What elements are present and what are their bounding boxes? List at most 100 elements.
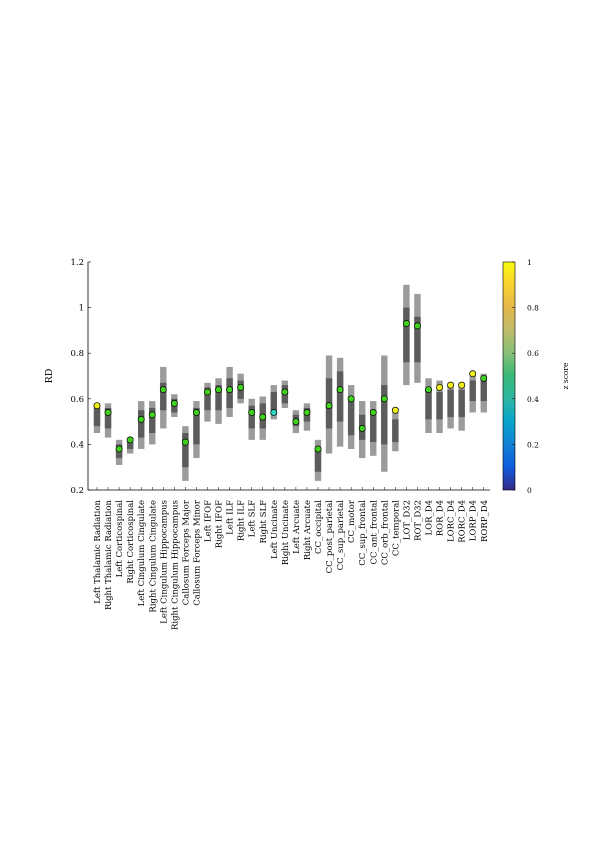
median-marker bbox=[447, 381, 455, 389]
median-marker bbox=[137, 415, 145, 423]
inner-box bbox=[314, 448, 322, 472]
x-category-label: Left Arcuate bbox=[292, 500, 302, 554]
inner-box bbox=[447, 389, 454, 418]
colorbar-tick-label: 1 bbox=[527, 258, 532, 267]
x-category-label: LOR_D4 bbox=[425, 500, 435, 536]
inner-box bbox=[149, 407, 156, 433]
median-marker bbox=[270, 409, 278, 416]
x-category-label: Left Cingulum Hippocampus bbox=[159, 500, 169, 624]
inner-box bbox=[414, 316, 421, 363]
x-category-label: Callosum Forceps Major bbox=[181, 499, 191, 605]
median-marker bbox=[192, 409, 200, 416]
inner-box bbox=[436, 391, 443, 420]
median-marker bbox=[148, 411, 156, 419]
x-category-label: Left SLF bbox=[248, 500, 258, 537]
inner-box bbox=[104, 407, 112, 429]
inner-box bbox=[392, 419, 399, 443]
median-marker bbox=[369, 409, 377, 416]
x-category-label: LORC_D4 bbox=[447, 500, 457, 542]
median-marker bbox=[115, 445, 123, 453]
x-category-label: Left Uncinate bbox=[270, 500, 280, 559]
x-category-label: CC_motor bbox=[347, 499, 357, 543]
inner-box bbox=[270, 391, 277, 415]
colorbar-tick-label: 0.4 bbox=[527, 395, 539, 404]
median-marker bbox=[226, 386, 234, 394]
y-tick-label: 0.4 bbox=[70, 440, 84, 450]
colorbar-tick-label: 0.2 bbox=[527, 440, 539, 449]
y-tick-label: 0.8 bbox=[70, 349, 84, 359]
x-category-label: Left Corticospinal bbox=[115, 500, 125, 578]
x-category-label: Callosum Forceps Minor bbox=[192, 499, 202, 606]
inner-box bbox=[336, 371, 344, 422]
median-marker bbox=[380, 395, 388, 403]
median-marker bbox=[314, 445, 322, 453]
x-category-label: CC_occipital bbox=[314, 500, 324, 554]
y-tick-label: 1 bbox=[79, 304, 84, 314]
colorbar-tick-label: 0.6 bbox=[527, 349, 539, 358]
x-category-label: RORP_D4 bbox=[480, 500, 490, 542]
inner-box bbox=[193, 407, 200, 445]
x-category-label: CC_orb_frontal bbox=[380, 500, 390, 565]
inner-box bbox=[425, 389, 432, 420]
median-marker bbox=[215, 386, 222, 394]
median-marker bbox=[204, 388, 211, 396]
x-category-label: CC_sup_parietal bbox=[336, 500, 346, 571]
median-marker bbox=[170, 399, 178, 407]
y-tick-label: 0.6 bbox=[70, 395, 84, 405]
median-marker bbox=[93, 402, 101, 410]
inner-box bbox=[469, 380, 476, 402]
median-marker bbox=[336, 386, 344, 394]
inner-box bbox=[204, 387, 211, 411]
median-marker bbox=[181, 438, 189, 446]
inner-box bbox=[458, 389, 465, 418]
median-marker bbox=[358, 424, 366, 432]
median-marker bbox=[458, 381, 466, 389]
x-category-label: RORC_D4 bbox=[458, 500, 468, 543]
x-category-label: Right Cingulum Cingulate bbox=[148, 500, 158, 613]
median-marker bbox=[126, 436, 134, 444]
x-category-label: Right Corticospinal bbox=[126, 500, 136, 584]
y-tick-label: 1.2 bbox=[70, 258, 84, 268]
median-marker bbox=[292, 418, 300, 426]
colorbar-label: z score bbox=[561, 362, 570, 389]
colorbar-tick-label: 0.8 bbox=[527, 304, 539, 313]
inner-box bbox=[248, 405, 255, 429]
median-marker bbox=[281, 388, 289, 396]
median-marker bbox=[391, 406, 399, 414]
x-category-label: Right Cingulum Hippocampus bbox=[170, 500, 180, 630]
colorbar-tick-label: 0 bbox=[527, 486, 532, 495]
median-marker bbox=[159, 386, 167, 394]
x-category-label: Right IFOF bbox=[215, 500, 225, 548]
y-tick-label: 0.2 bbox=[70, 486, 84, 496]
colorbar-gradient bbox=[502, 261, 516, 491]
x-category-label: Left IFOF bbox=[204, 500, 214, 542]
plot-area: 0.2 0.4 0.6 0.8 1 1.2 RD Left Thalamic Radiatio… bbox=[44, 258, 490, 630]
median-marker bbox=[347, 395, 355, 403]
median-marker bbox=[469, 370, 477, 378]
median-marker bbox=[303, 409, 311, 416]
median-marker bbox=[104, 409, 112, 416]
inner-box bbox=[370, 410, 377, 443]
x-category-label: ROR_D4 bbox=[436, 500, 446, 536]
x-category-label: CC_post_parietal bbox=[325, 500, 335, 574]
median-marker bbox=[425, 386, 432, 394]
y-axis-label: RD bbox=[44, 368, 55, 383]
inner-box bbox=[403, 307, 410, 363]
inner-box bbox=[215, 385, 222, 411]
x-category-label: Right Arcuate bbox=[303, 500, 313, 560]
x-category-label: Right ILF bbox=[237, 500, 247, 541]
inner-box bbox=[182, 433, 189, 468]
inner-box bbox=[126, 439, 134, 449]
x-category-label: Right SLF bbox=[259, 500, 269, 544]
x-category-label: LOT_D32 bbox=[402, 500, 412, 540]
x-category-label: CC_ant_frontal bbox=[369, 500, 379, 565]
median-marker bbox=[259, 413, 267, 421]
median-marker bbox=[237, 383, 245, 391]
inner-box bbox=[480, 378, 487, 402]
x-category-label: CC_temporal bbox=[391, 500, 401, 556]
median-marker bbox=[436, 383, 443, 391]
median-marker bbox=[480, 374, 488, 382]
inner-box bbox=[160, 382, 167, 411]
median-marker bbox=[414, 322, 421, 330]
